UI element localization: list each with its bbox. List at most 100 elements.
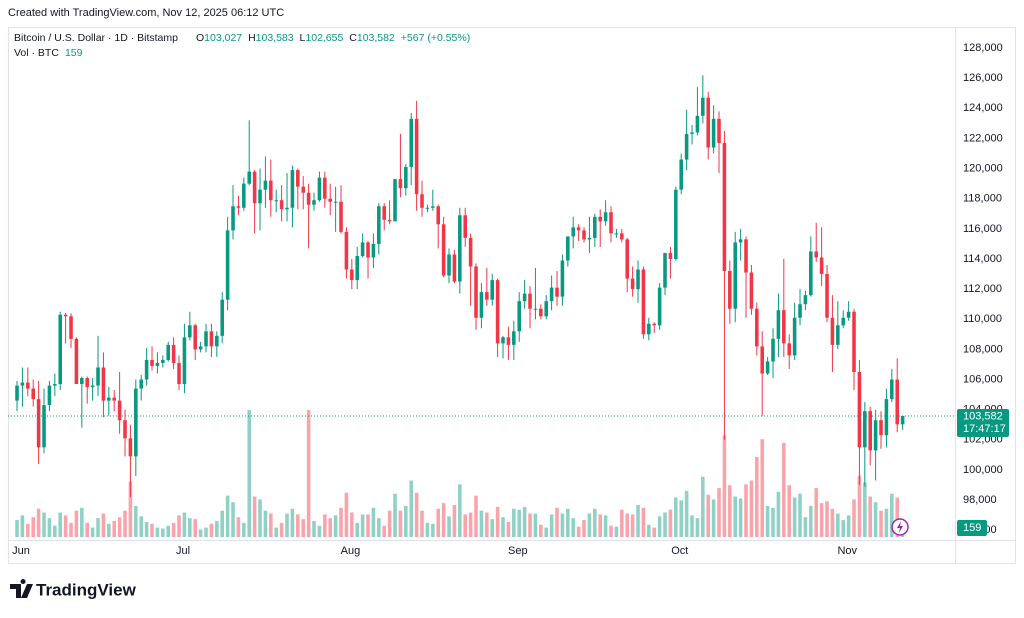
volume-bar <box>846 515 851 537</box>
volume-bar <box>404 505 408 537</box>
candle-body <box>398 179 403 189</box>
x-tick-label: Jul <box>176 545 190 557</box>
candle-body <box>36 399 41 448</box>
candle-body <box>695 115 700 133</box>
volume-bar <box>722 435 727 537</box>
candle-body <box>495 280 500 344</box>
volume-badge <box>957 520 987 537</box>
candle-body <box>279 200 284 210</box>
volume-bar <box>188 518 192 537</box>
countdown: 17:47:17 <box>963 423 1006 435</box>
volume-bar <box>161 528 165 537</box>
y-tick-label: 120,000 <box>963 162 1003 174</box>
candle-body <box>355 255 360 281</box>
volume-bar <box>728 485 732 537</box>
candle-body <box>112 397 117 401</box>
volume-bar <box>58 512 63 537</box>
candle-body <box>15 385 19 401</box>
candle-body <box>333 201 338 203</box>
candle-body <box>231 206 235 231</box>
candle-body <box>452 254 457 282</box>
volume-bar <box>317 525 322 537</box>
h-value: 103,583 <box>256 32 294 44</box>
volume-bar <box>441 503 446 537</box>
candle-body <box>630 278 635 290</box>
y-tick-label: 118,000 <box>963 193 1002 205</box>
candle-body <box>760 346 765 374</box>
volume-bar <box>231 502 235 537</box>
volume-bar <box>560 513 565 537</box>
candle-body <box>366 242 370 258</box>
candle-body <box>258 189 262 204</box>
candle-body <box>657 287 662 326</box>
volume-bar <box>890 493 894 537</box>
volume-bar <box>506 521 511 537</box>
candle-body <box>555 287 559 297</box>
volume-bar <box>684 490 689 537</box>
l-label: L <box>300 32 306 44</box>
legend: Bitcoin / U.S. Dollar · 1D · Bitstamp O1… <box>14 32 470 59</box>
candle-body <box>506 337 511 345</box>
volume-bar <box>614 526 619 537</box>
candle-body <box>587 237 592 240</box>
candle-body <box>884 399 889 436</box>
candle-body <box>150 359 154 366</box>
candle-body <box>468 237 473 267</box>
candle-body <box>490 280 495 300</box>
volume-bar <box>598 514 603 537</box>
volume-bar <box>609 525 613 537</box>
volume-bar <box>171 522 176 537</box>
candle-body <box>134 388 138 457</box>
volume-bar <box>528 513 532 537</box>
y-tick-label: 108,000 <box>963 343 1003 355</box>
candle-body <box>144 359 149 380</box>
volume-bar <box>409 480 414 537</box>
volume-bar <box>47 518 52 537</box>
candle-body <box>274 200 279 202</box>
volume-bar <box>836 513 840 537</box>
candle-body <box>215 335 219 347</box>
candle-body <box>539 308 543 317</box>
y-tick-label: 112,000 <box>963 283 1002 295</box>
c-value: 103,582 <box>357 32 395 44</box>
volume-bar <box>490 519 495 537</box>
candle-body <box>614 233 619 235</box>
y-tick-label: 106,000 <box>963 373 1003 385</box>
candle-body <box>825 274 829 318</box>
volume-bar <box>134 505 138 537</box>
volume-bar <box>204 527 208 537</box>
volume-bar <box>479 510 484 537</box>
y-tick-label: 100,000 <box>963 464 1003 476</box>
volume-bar <box>225 495 230 537</box>
volume-bar <box>269 513 273 537</box>
volume-bar <box>236 517 241 537</box>
candle-body <box>382 206 387 220</box>
candle-body <box>323 177 327 199</box>
volume-bar <box>63 515 68 537</box>
candle-body <box>425 207 430 209</box>
volume-bar <box>674 497 678 537</box>
candle-body <box>80 378 84 385</box>
volume-bar <box>31 517 36 537</box>
volume-bar <box>209 523 214 537</box>
volume-bar <box>242 522 246 537</box>
candle-body <box>436 206 441 225</box>
volume-bar <box>274 527 279 537</box>
candle-body <box>242 183 246 208</box>
volume-bar <box>512 508 516 537</box>
candle-body <box>350 269 354 281</box>
volume-bar <box>587 513 592 537</box>
volume-bar <box>155 527 160 537</box>
candle-body <box>857 371 862 448</box>
candle-body <box>863 411 867 448</box>
candle-body <box>809 251 813 296</box>
candle-body <box>296 170 300 187</box>
volume-bar <box>711 499 716 537</box>
volume-bar <box>533 513 538 537</box>
volume-bar <box>371 507 376 537</box>
candle-body <box>458 215 462 282</box>
credit: Created with TradingView.com, Nov 12, 20… <box>8 7 284 19</box>
volume-bar <box>809 505 813 537</box>
candle-body <box>252 171 257 204</box>
